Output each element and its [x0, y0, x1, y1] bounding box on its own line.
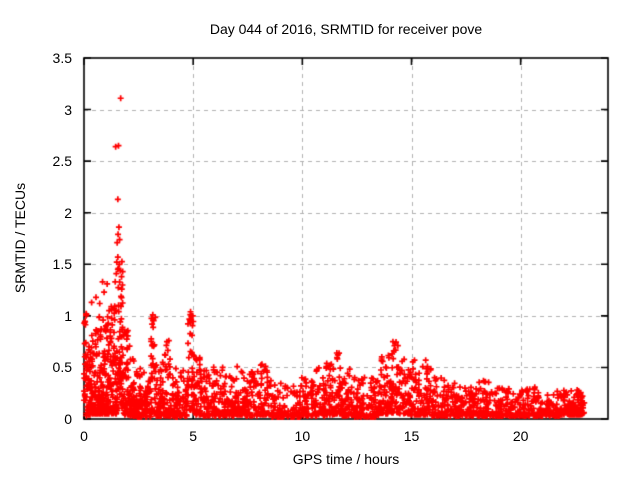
x-tick-label: 10: [294, 428, 311, 444]
chart-title: Day 044 of 2016, SRMTID for receiver pov…: [209, 21, 483, 37]
x-tick-label: 15: [403, 428, 420, 444]
x-tick-label: 5: [189, 428, 198, 444]
y-tick-label: 3: [64, 101, 72, 118]
y-tick-label: 2.5: [52, 153, 72, 170]
y-tick-label: 0: [64, 411, 72, 427]
y-tick-label: 1: [64, 307, 72, 324]
y-tick-label: 0.5: [52, 359, 72, 376]
y-tick-label: 2: [64, 204, 72, 221]
x-tick-label: 20: [512, 428, 529, 444]
y-tick-label: 1.5: [52, 256, 72, 273]
y-tick-label: 3.5: [52, 50, 72, 66]
x-axis-label: GPS time / hours: [292, 451, 400, 467]
x-tick-label: 0: [80, 428, 88, 444]
y-axis-label: SRMTID / TECUs: [12, 182, 28, 294]
